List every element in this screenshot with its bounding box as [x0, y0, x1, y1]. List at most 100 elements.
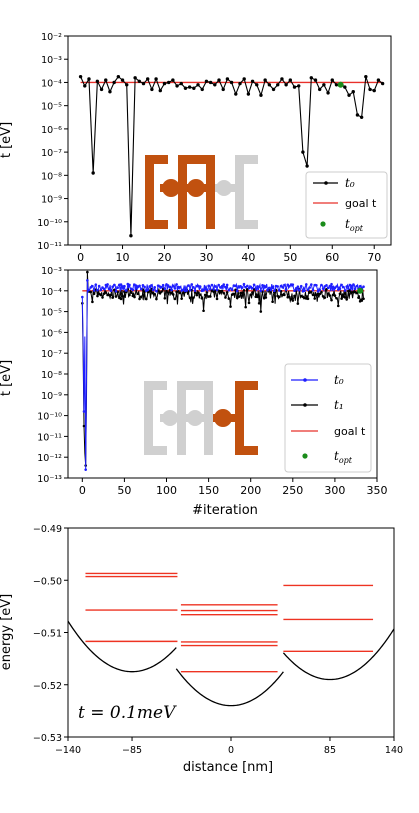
data-point — [158, 88, 162, 93]
data-point — [221, 87, 225, 92]
data-point — [188, 288, 192, 292]
gate-bar — [244, 381, 258, 390]
x-tick-label: 200 — [240, 484, 261, 497]
data-point — [343, 296, 347, 299]
data-point — [355, 291, 359, 295]
gate-bar — [235, 381, 244, 455]
data-point — [326, 292, 330, 295]
data-point — [96, 294, 99, 298]
legend-marker-t1 — [303, 403, 307, 407]
y-tick-label: 10⁻⁹ — [41, 195, 62, 206]
legend-label-topt-sub: opt — [350, 224, 364, 233]
data-point — [320, 290, 323, 294]
x-tick-label: 0 — [77, 251, 84, 264]
data-point — [173, 287, 177, 290]
data-point — [310, 290, 313, 294]
data-point — [333, 286, 337, 290]
data-point — [257, 301, 261, 305]
panel-middle-topt-point — [357, 287, 364, 294]
data-point — [278, 289, 281, 292]
data-point — [333, 294, 337, 297]
data-point — [160, 290, 163, 293]
quantum-dot — [162, 179, 180, 197]
data-point — [141, 284, 145, 287]
data-point — [171, 293, 175, 296]
data-point — [353, 287, 357, 291]
data-point — [297, 84, 301, 88]
data-point — [288, 78, 293, 82]
data-point — [278, 295, 281, 299]
gate-bar — [154, 220, 168, 229]
data-point — [92, 289, 96, 292]
data-point — [120, 78, 125, 82]
x-tick-label: 140 — [385, 745, 403, 756]
data-point — [360, 299, 364, 302]
data-point — [358, 284, 362, 288]
data-point — [162, 81, 167, 86]
legend-label-topt: topt — [334, 449, 353, 465]
data-point — [338, 287, 342, 291]
data-point — [146, 77, 150, 81]
data-point — [183, 86, 188, 90]
y-tick-label: 10⁻¹² — [37, 453, 62, 464]
data-point — [141, 81, 146, 86]
panel-bottom-y-ticks: −0.49 −0.50 −0.51 −0.52 −0.53 — [33, 524, 68, 744]
data-point — [210, 283, 214, 287]
data-point — [101, 296, 104, 299]
panel-bottom-xlabel: distance [nm] — [183, 760, 273, 775]
x-tick-label: 50 — [283, 251, 297, 264]
data-point — [313, 297, 316, 300]
y-tick-label: 10⁻⁷ — [41, 148, 62, 159]
data-point — [345, 285, 348, 288]
data-point — [293, 294, 296, 298]
data-point — [266, 288, 269, 292]
data-point — [294, 286, 298, 290]
data-point — [306, 297, 310, 301]
data-point — [269, 288, 273, 292]
data-point — [185, 289, 189, 292]
data-point — [338, 292, 342, 296]
y-tick-label: −0.53 — [33, 733, 62, 744]
data-point — [139, 287, 143, 291]
data-point — [267, 286, 271, 290]
data-point — [171, 285, 175, 288]
gate-bar — [244, 446, 258, 455]
y-tick-label: 10⁻⁸ — [41, 370, 62, 381]
y-tick-label: 10⁻² — [41, 32, 62, 43]
data-point — [128, 293, 131, 297]
data-point — [259, 93, 263, 97]
data-point — [299, 284, 303, 288]
data-point — [252, 283, 256, 287]
legend-marker-topt — [302, 453, 308, 459]
gate-bar — [153, 446, 167, 455]
data-point — [78, 74, 83, 79]
data-point — [343, 85, 347, 89]
data-point — [112, 80, 116, 85]
data-point — [82, 424, 86, 428]
data-point — [138, 284, 141, 288]
y-tick-label: 10⁻⁷ — [41, 349, 62, 360]
y-tick-label: 10⁻³ — [41, 55, 62, 66]
data-point — [362, 285, 365, 289]
data-point — [203, 293, 207, 297]
data-point — [119, 283, 123, 286]
y-tick-label: 10⁻⁵ — [41, 308, 62, 319]
data-point — [303, 289, 306, 292]
data-point — [165, 289, 168, 293]
quantum-dot — [187, 179, 205, 197]
data-point — [91, 284, 94, 288]
panel-bottom-annotation: t = 0.1meV — [78, 703, 177, 723]
data-point — [256, 295, 259, 299]
data-point — [200, 296, 204, 300]
data-point — [296, 285, 300, 289]
x-tick-label: 150 — [198, 484, 219, 497]
data-point — [170, 291, 173, 295]
data-point — [151, 288, 155, 292]
panel-top: 10⁻² 10⁻³ 10⁻⁴ 10⁻⁵ 10⁻⁶ 10⁻⁷ 10⁻⁸ 10⁻⁹ 10⁻¹⁰ 10⁻… — [0, 32, 392, 264]
data-point — [343, 289, 347, 292]
legend-box — [284, 363, 372, 473]
data-point — [376, 78, 381, 82]
data-point — [222, 283, 226, 286]
data-point — [96, 288, 99, 292]
data-point — [202, 309, 205, 313]
